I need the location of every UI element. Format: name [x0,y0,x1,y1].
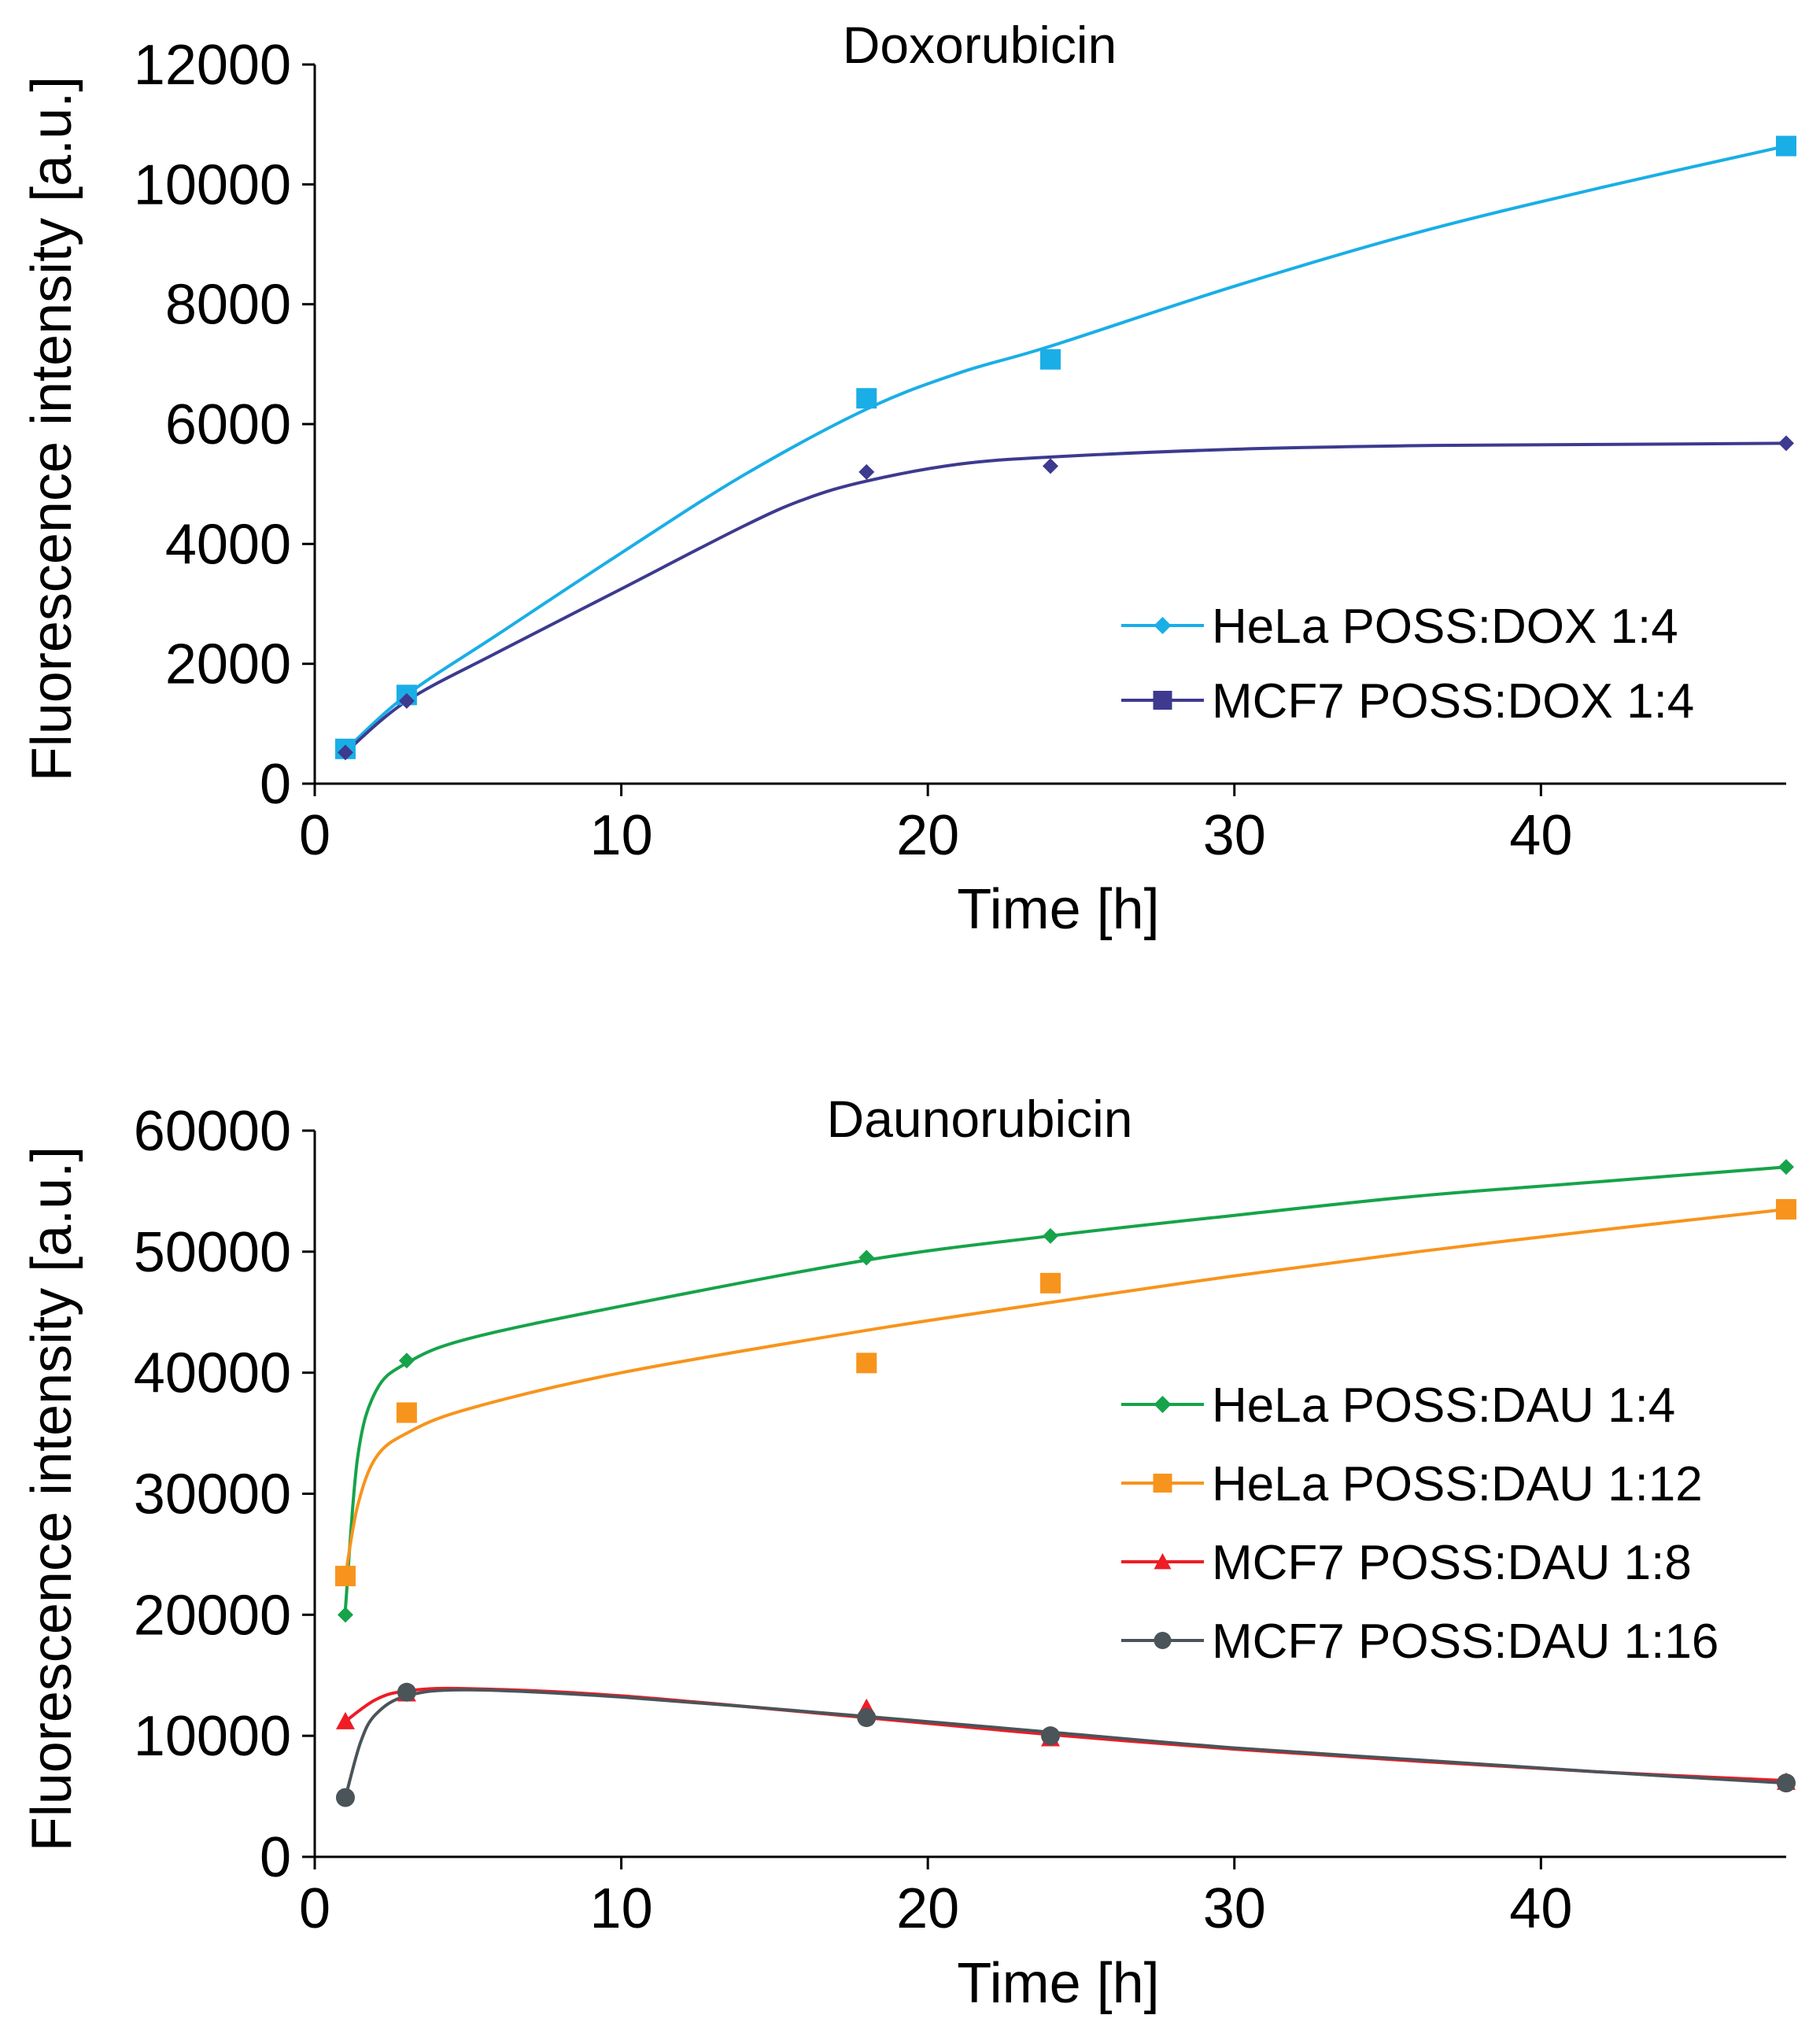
fit-curve-mcf7-poss-dox-1-4 [344,441,1788,755]
data-point-mcf7-poss-dox-1-4 [1043,458,1058,474]
fit-curve-mcf7-poss-dau-1-16 [344,1688,1788,1799]
legend-item: MCF7 POSS:DAU 1:8 [1121,1536,1692,1590]
legend-marker-triangle [1154,1553,1172,1570]
legend-label: MCF7 POSS:DAU 1:16 [1212,1615,1718,1669]
y-tick-label: 2000 [165,633,291,696]
fit-curve-hela-poss-dau-1-4 [344,1165,1788,1611]
fit-curves [344,1165,1788,1799]
legend: HeLa POSS:DOX 1:4 MCF7 POSS:DOX 1:4 [1121,600,1694,729]
y-tick-label: 0 [260,1826,291,1889]
data-point-mcf7-poss-dox-1-4 [858,463,875,480]
data-point-hela-poss-dox-1-4 [1040,349,1061,370]
x-tick-label: 20 [896,1877,959,1940]
data-point-mcf7-poss-dau-1-16 [1777,1773,1796,1793]
data-markers [334,1159,1796,1807]
legend-label: MCF7 POSS:DAU 1:8 [1212,1536,1692,1590]
legend-marker-diamond [1154,1396,1172,1413]
data-point-hela-poss-dox-1-4 [1776,135,1796,157]
legend-item: HeLa POSS:DAU 1:4 [1121,1378,1675,1433]
y-axis-label: Fluorescence intensity [a.u.] [20,76,83,781]
fit-curves [344,144,1788,755]
x-tick-label: 0 [299,804,330,867]
legend-marker-circle [1154,1632,1172,1649]
y-tick-label: 20000 [134,1584,291,1647]
fit-curve-hela-poss-dau-1-12 [344,1208,1788,1578]
data-point-hela-poss-dau-1-4 [337,1607,353,1623]
x-axis-label: Time [h] [957,1952,1159,2015]
y-tick-label: 60000 [134,1100,291,1163]
y-axis-label: Fluorescence intensity [a.u.] [20,1146,83,1851]
legend-item: HeLa POSS:DOX 1:4 [1121,600,1678,654]
daunorubicin-chart: Daunorubicin Fluorescence intensity [a.u… [20,1090,1796,2015]
x-tick-label: 10 [590,1877,653,1940]
legend: HeLa POSS:DAU 1:4 HeLa POSS:DAU 1:12 MCF7 … [1121,1378,1718,1669]
x-tick-label: 30 [1203,1877,1266,1940]
x-tick-label: 0 [299,1877,330,1940]
y-tick-label: 12000 [134,34,291,97]
data-point-hela-poss-dau-1-12 [856,1353,877,1374]
x-tick-label: 40 [1509,1877,1572,1940]
data-point-hela-poss-dau-1-12 [396,1402,417,1423]
x-axis-label: Time [h] [957,878,1159,941]
legend-item: HeLa POSS:DAU 1:12 [1121,1457,1703,1511]
doxorubicin-chart: Doxorubicin Fluorescence intensity [a.u.… [20,16,1796,941]
data-point-mcf7-poss-dau-1-8 [335,1711,355,1729]
data-point-hela-poss-dau-1-4 [1778,1159,1794,1175]
data-point-mcf7-poss-dau-1-16 [1041,1726,1060,1746]
data-point-mcf7-poss-dau-1-16 [335,1788,355,1807]
x-tick-label: 10 [590,804,653,867]
legend-label: HeLa POSS:DOX 1:4 [1212,600,1678,654]
data-point-mcf7-poss-dox-1-4 [398,692,415,709]
legend-marker-diamond [1154,617,1172,634]
y-tick-label: 50000 [134,1221,291,1284]
y-tick-label: 10000 [134,153,291,216]
data-point-mcf7-poss-dox-1-4 [337,744,353,761]
data-point-hela-poss-dau-1-12 [334,1566,356,1587]
y-tick-label: 30000 [134,1463,291,1526]
data-point-hela-poss-dox-1-4 [856,388,877,409]
y-tick-label: 4000 [165,513,291,576]
y-tick-label: 10000 [134,1705,291,1768]
y-tick-label: 6000 [165,393,291,456]
legend-label: HeLa POSS:DAU 1:4 [1212,1378,1675,1433]
chart-title: Doxorubicin [843,16,1117,74]
data-point-hela-poss-dau-1-4 [398,1353,415,1369]
data-point-hela-poss-dau-1-4 [1043,1227,1058,1244]
legend-item: MCF7 POSS:DAU 1:16 [1121,1615,1718,1669]
data-point-mcf7-poss-dox-1-4 [1778,435,1794,452]
axes: 0 2000 4000 6000 8000 10000 12000 0 10 20 30 40 [134,34,1786,867]
data-markers [334,135,1796,761]
y-tick-label: 40000 [134,1342,291,1405]
x-tick-label: 40 [1509,804,1572,867]
data-point-hela-poss-dau-1-4 [858,1249,875,1266]
legend-label: HeLa POSS:DAU 1:12 [1212,1457,1703,1511]
data-point-hela-poss-dau-1-12 [1776,1198,1796,1220]
legend-marker-square [1153,1474,1172,1493]
axes: 0 10000 20000 30000 40000 50000 60000 0 10 20 30 40 [134,1100,1786,1940]
x-tick-label: 30 [1203,804,1266,867]
chart-title: Daunorubicin [827,1090,1133,1148]
data-point-mcf7-poss-dau-1-16 [397,1682,416,1702]
y-tick-label: 8000 [165,274,291,337]
x-tick-label: 20 [896,804,959,867]
data-point-mcf7-poss-dau-1-16 [857,1708,877,1728]
legend-item: MCF7 POSS:DOX 1:4 [1121,674,1694,729]
fit-curve-hela-poss-dox-1-4 [344,144,1788,752]
data-point-hela-poss-dau-1-12 [1040,1272,1061,1293]
legend-label: MCF7 POSS:DOX 1:4 [1212,674,1694,729]
legend-marker-square [1153,691,1172,710]
y-tick-label: 0 [260,753,291,816]
